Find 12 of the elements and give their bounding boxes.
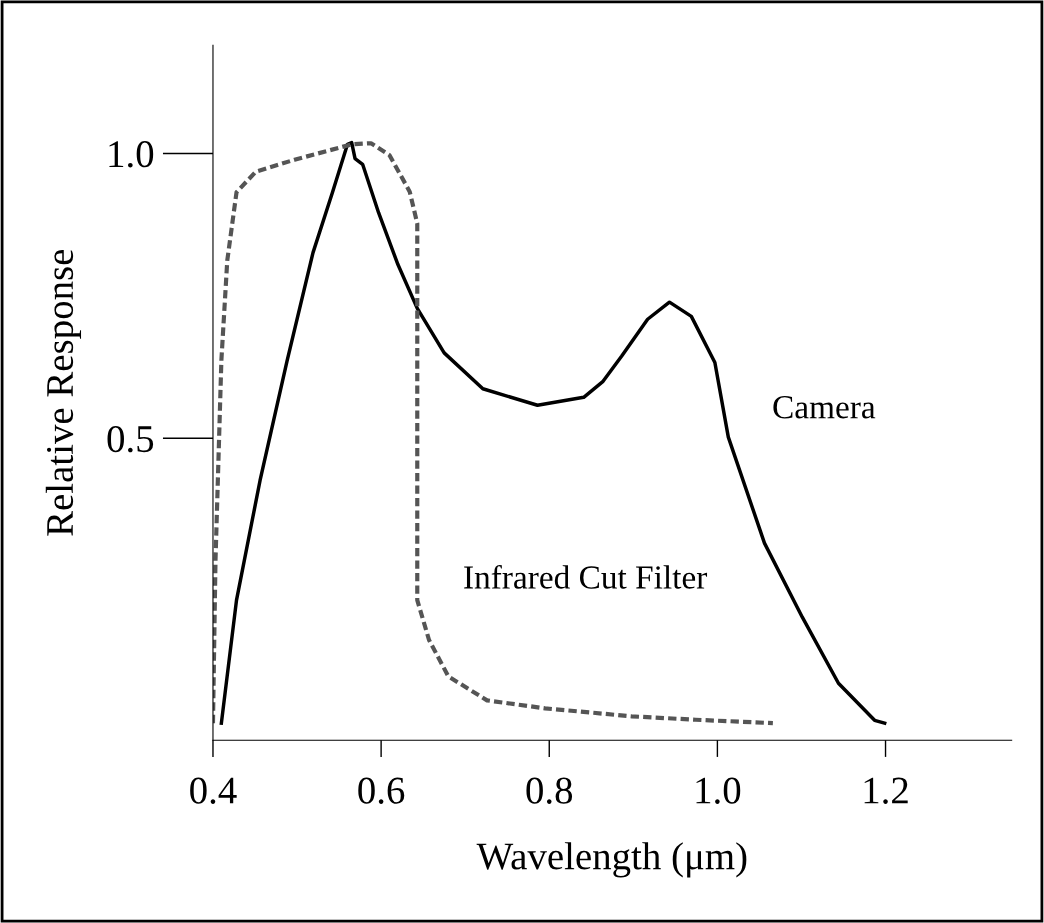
y-tick-label: 0.5	[107, 425, 154, 453]
x-tick-label: 1.2	[864, 777, 908, 804]
x-axis-title: Wavelength (μm)	[476, 842, 747, 878]
x-tick-label: 1.0	[696, 777, 741, 804]
series-label: Camera	[773, 396, 876, 419]
line-series	[212, 141, 775, 726]
x-tick-label: 0.6	[358, 777, 405, 804]
y-axis-title: Relative Response	[45, 249, 82, 536]
x-tick-label: 0.4	[190, 777, 237, 804]
series-label: Infrared Cut Filter	[464, 564, 708, 589]
x-tick-label: 0.8	[526, 777, 573, 804]
line-series	[219, 140, 887, 725]
